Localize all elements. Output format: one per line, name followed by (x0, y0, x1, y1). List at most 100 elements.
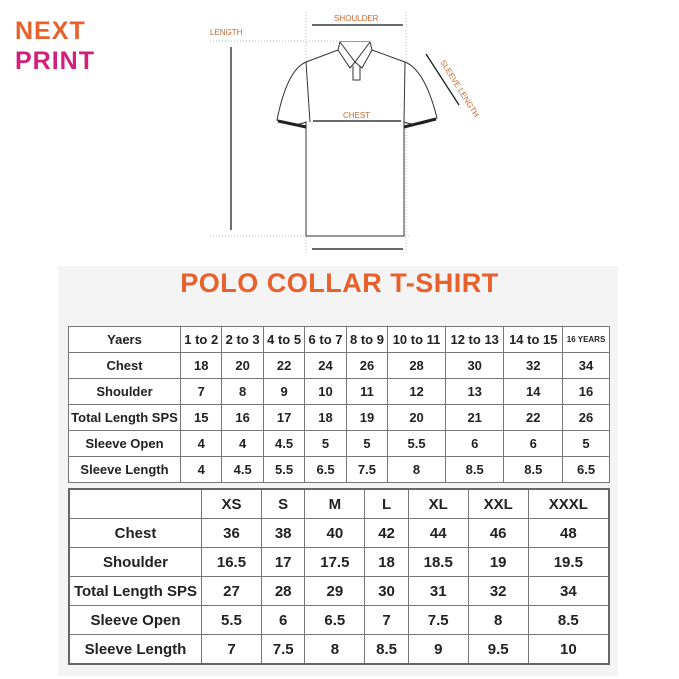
header-cell (68, 488, 202, 519)
header-row: XS S M L XL XXL XXXL (68, 488, 610, 519)
table-row: Total Length SPS 27 28 29 30 31 32 34 (68, 576, 610, 606)
table-cell: 8.5 (503, 456, 564, 483)
table-cell: 38 (260, 518, 306, 548)
row-label: Sleeve Length (68, 634, 202, 665)
table-row: Shoulder 7 8 9 10 11 12 13 14 16 (68, 378, 610, 405)
table-cell: 48 (527, 518, 610, 548)
table-cell: 5 (304, 430, 347, 457)
table-cell: 7.5 (260, 634, 306, 665)
table-row: Total Length SPS 15 16 17 18 19 20 21 22 26 (68, 404, 610, 431)
adult-size-table: XS S M L XL XXL XXXL Chest 36 38 40 42 44 46 48 Shoulde… (68, 488, 610, 665)
table-cell: 6.5 (562, 456, 610, 483)
table-cell: 26 (345, 352, 389, 379)
header-cell: S (260, 488, 306, 519)
table-cell: 5.5 (201, 605, 262, 635)
chart-title: POLO COLLAR T-SHIRT (180, 268, 499, 298)
table-cell: 34 (527, 576, 610, 606)
table-cell: 8.5 (444, 456, 505, 483)
table-row: Sleeve Length 4 4.5 5.5 6.5 7.5 8 8.5 8.5 6.5 (68, 456, 610, 483)
table-cell: 17.5 (304, 547, 366, 577)
table-cell: 8.5 (364, 634, 409, 665)
table-cell: 42 (364, 518, 409, 548)
table-cell: 26 (562, 404, 610, 431)
table-cell: 13 (444, 378, 505, 405)
header-cell: XL (407, 488, 469, 519)
row-label: Total Length SPS (68, 404, 181, 431)
table-cell: 20 (387, 404, 446, 431)
table-cell: 4 (179, 430, 223, 457)
table-cell: 16.5 (201, 547, 262, 577)
table-cell: 8 (467, 605, 529, 635)
table-row: Sleeve Open 5.5 6 6.5 7 7.5 8 8.5 (68, 605, 610, 635)
table-cell: 9 (407, 634, 469, 665)
header-cell: 14 to 15 (503, 326, 564, 353)
table-cell: 18.5 (407, 547, 469, 577)
table-cell: 32 (467, 576, 529, 606)
logo-line1: NEXT (15, 17, 86, 45)
chest-label: CHEST (343, 111, 370, 120)
table-cell: 46 (467, 518, 529, 548)
header-cell: M (304, 488, 366, 519)
table-cell: 4 (221, 430, 264, 457)
table-cell: 5 (345, 430, 389, 457)
row-label: Chest (68, 518, 202, 548)
table-row: Chest 18 20 22 24 26 28 30 32 34 (68, 352, 610, 379)
table-cell: 8 (387, 456, 446, 483)
brand-logo: NEXT PRINT (15, 16, 95, 76)
table-cell: 10 (527, 634, 610, 665)
table-row: Chest 36 38 40 42 44 46 48 (68, 518, 610, 548)
table-cell: 9 (262, 378, 306, 405)
table-cell: 18 (179, 352, 223, 379)
table-cell: 28 (387, 352, 446, 379)
table-cell: 36 (201, 518, 262, 548)
table-cell: 12 (387, 378, 446, 405)
table-cell: 8 (221, 378, 264, 405)
table-cell: 16 (221, 404, 264, 431)
table-cell: 8.5 (527, 605, 610, 635)
table-cell: 7 (364, 605, 409, 635)
header-cell: 16 YEARS (562, 326, 610, 353)
table-cell: 5.5 (262, 456, 306, 483)
table-cell: 11 (345, 378, 389, 405)
logo-line2: PRINT (15, 47, 95, 75)
table-row: Sleeve Length 7 7.5 8 8.5 9 9.5 10 (68, 634, 610, 665)
table-cell: 27 (201, 576, 262, 606)
header-cell: 4 to 5 (262, 326, 306, 353)
header-cell: 2 to 3 (221, 326, 264, 353)
row-label: Sleeve Open (68, 605, 202, 635)
table-cell: 17 (260, 547, 306, 577)
table-cell: 30 (364, 576, 409, 606)
table-cell: 30 (444, 352, 505, 379)
table-cell: 6 (444, 430, 505, 457)
table-cell: 4 (179, 456, 223, 483)
row-label: Total Length SPS (68, 576, 202, 606)
header-cell: 12 to 13 (444, 326, 505, 353)
header-cell: 8 to 9 (345, 326, 389, 353)
table-cell: 7.5 (407, 605, 469, 635)
table-cell: 8 (304, 634, 366, 665)
table-cell: 17 (262, 404, 306, 431)
header-cell: XXL (467, 488, 529, 519)
table-cell: 44 (407, 518, 469, 548)
table-cell: 6 (260, 605, 306, 635)
header-cell: Yaers (68, 326, 181, 353)
table-row: Shoulder 16.5 17 17.5 18 18.5 19 19.5 (68, 547, 610, 577)
table-cell: 4.5 (262, 430, 306, 457)
table-cell: 22 (503, 404, 564, 431)
table-cell: 6.5 (304, 605, 366, 635)
header-cell: 10 to 11 (387, 326, 446, 353)
table-cell: 7 (179, 378, 223, 405)
table-cell: 34 (562, 352, 610, 379)
table-cell: 22 (262, 352, 306, 379)
header-cell: 6 to 7 (304, 326, 347, 353)
row-label: Chest (68, 352, 181, 379)
table-cell: 18 (304, 404, 347, 431)
row-label: Shoulder (68, 378, 181, 405)
table-cell: 15 (179, 404, 223, 431)
table-cell: 29 (304, 576, 366, 606)
table-cell: 10 (304, 378, 347, 405)
shoulder-label: SHOULDER (334, 14, 379, 23)
table-cell: 18 (364, 547, 409, 577)
